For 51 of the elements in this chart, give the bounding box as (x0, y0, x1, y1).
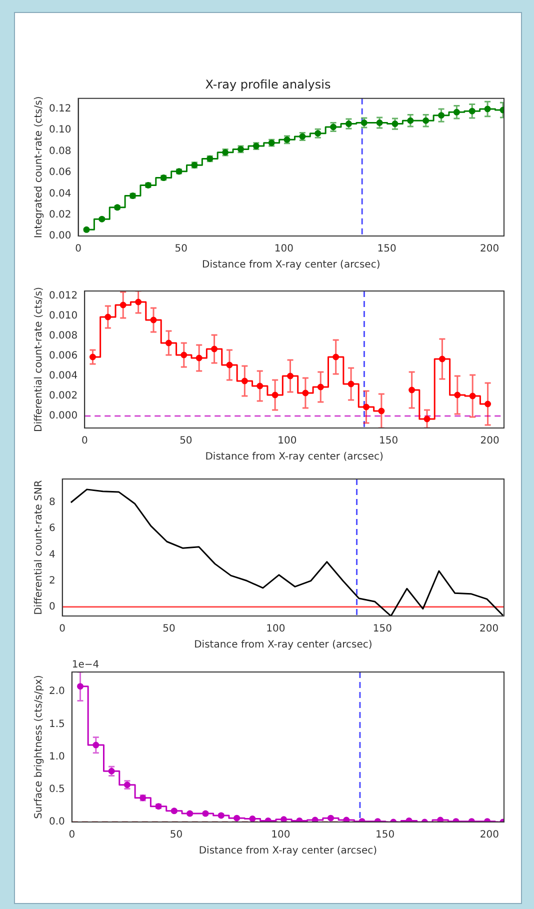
x-tick-label: 150 (377, 244, 396, 255)
y-tick-label: 8 (48, 497, 56, 508)
x-axis-title: Distance from X-ray center (arcsec) (202, 260, 380, 271)
x-tick-label: 100 (274, 244, 294, 255)
y-tick-label: 0.006 (48, 350, 78, 362)
y-tick-label: 0.004 (48, 370, 78, 382)
y-tick-label: 0.00 (49, 230, 72, 242)
y-tick-label: 0.06 (49, 167, 72, 178)
y-axis-title: Surface brightness (cts/s/px) (34, 674, 45, 819)
x-tick-label: 200 (480, 830, 499, 841)
x-tick-label: 150 (372, 624, 392, 635)
x-tick-label: 50 (180, 436, 192, 447)
y-tick-label: 0.010 (48, 310, 78, 322)
x-tick-label: 200 (480, 624, 499, 635)
y-tick-label: 0.008 (48, 330, 78, 342)
x-tick-label: 200 (480, 436, 500, 447)
y-axis-title: Integrated count-rate (cts/s) (34, 96, 45, 238)
y-tick-label: 1.5 (48, 718, 65, 730)
y-tick-label: 0.002 (48, 390, 78, 402)
y-tick-label: 2.0 (48, 686, 65, 698)
x-tick-label: 50 (174, 244, 188, 255)
y-tick-label: 0.02 (49, 209, 72, 220)
x-tick-label: 50 (162, 624, 176, 635)
y-tick-label: 0.12 (49, 104, 72, 115)
y-tick-label: 2 (48, 575, 56, 586)
x-tick-label: 50 (170, 830, 183, 841)
y-axis-title: Differential count-rate SNR (34, 480, 45, 615)
y-tick-label: 6 (48, 523, 56, 534)
x-axis-title: Distance from X-ray center (arcsec) (198, 846, 378, 857)
text: 1e−4 (72, 660, 100, 671)
chart-title: X-ray profile analysis (205, 77, 331, 92)
x-axis-title: Distance from X-ray center (arcsec) (205, 452, 384, 463)
y-tick-label: 0.012 (48, 290, 78, 302)
y-tick-label: 1.0 (48, 751, 65, 762)
y-tick-label: 0.000 (48, 410, 78, 422)
y-tick-label: 0.5 (48, 784, 65, 795)
x-tick-label: 0 (81, 436, 88, 447)
y-axis-title: Differential count-rate (cts/s) (34, 286, 45, 432)
x-tick-label: 100 (278, 436, 297, 447)
y-tick-label: 0.04 (49, 188, 72, 200)
x-tick-label: 100 (271, 830, 290, 841)
x-tick-label: 100 (266, 624, 286, 635)
y-tick-label: 0.0 (48, 816, 65, 828)
y-tick-label: 0.08 (49, 146, 72, 157)
x-axis-title: Distance from X-ray center (arcsec) (194, 640, 372, 651)
y-tick-label: 0 (48, 601, 56, 612)
y-tick-label: 4 (48, 549, 56, 560)
y-tick-label: 0.10 (49, 124, 72, 136)
x-tick-label: 150 (375, 830, 395, 841)
x-tick-label: 200 (480, 244, 500, 255)
x-tick-label: 150 (378, 436, 398, 447)
